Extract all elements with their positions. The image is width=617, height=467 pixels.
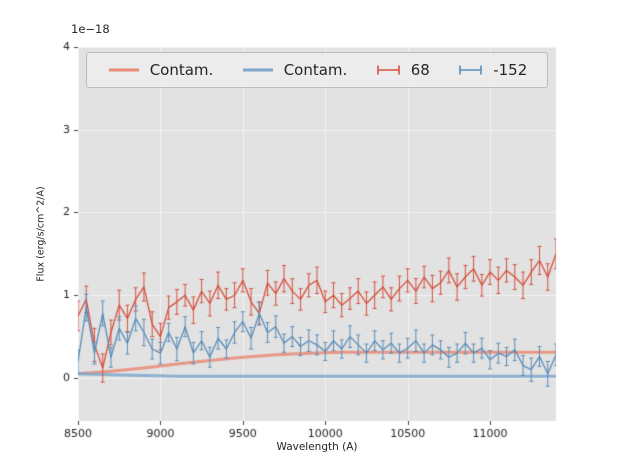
legend-entry-68: 68 <box>375 61 430 79</box>
x-axis-label: Wavelength (A) <box>276 441 358 453</box>
legend-entry-contam-red: Contam. <box>107 61 214 79</box>
legend-label-68: 68 <box>410 61 430 79</box>
legend-entry-minus152: -152 <box>457 61 527 79</box>
legend-label-contam-blue: Contam. <box>283 61 348 79</box>
errorbar-swatch-icon <box>459 65 483 75</box>
legend: Contam. Contam. 68 <box>86 52 548 88</box>
line-swatch-icon <box>242 68 273 72</box>
y-axis-label: Flux (erg/s/cm^2/A) <box>35 186 47 282</box>
errorbar-swatch-icon <box>376 65 400 75</box>
legend-label-contam-red: Contam. <box>149 61 214 79</box>
errorbar-swatch-stroke <box>376 65 400 75</box>
errorbar-swatch-stroke <box>459 65 483 75</box>
line-swatch-icon <box>108 68 139 72</box>
y-axis-offset-text: 1e−18 <box>71 22 110 36</box>
legend-entry-contam-blue: Contam. <box>241 61 348 79</box>
legend-label-minus152: -152 <box>493 61 528 79</box>
